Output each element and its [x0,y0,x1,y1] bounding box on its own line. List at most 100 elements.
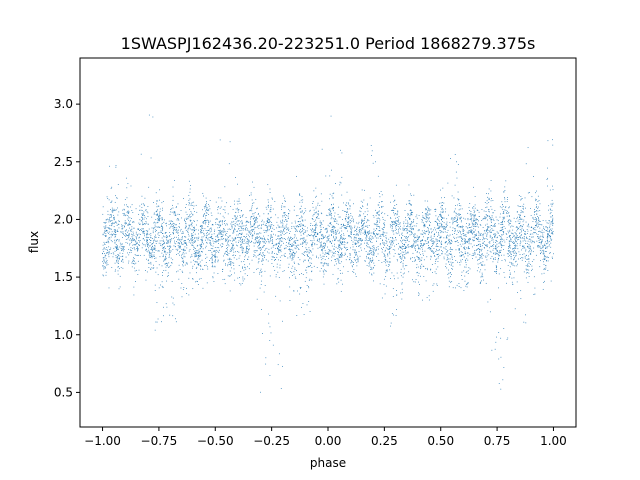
scatter-point [362,205,363,207]
scatter-point [456,284,458,286]
scatter-point [153,247,155,249]
scatter-point [366,242,368,244]
scatter-point [385,272,387,274]
scatter-point [487,301,489,303]
scatter-point [211,224,213,226]
scatter-point [368,231,370,233]
scatter-point [450,242,451,244]
scatter-point [162,233,163,234]
scatter-point [417,251,418,253]
scatter-point [545,247,546,249]
scatter-point [178,234,179,236]
scatter-point [259,273,260,275]
scatter-point [453,211,455,213]
scatter-point [334,233,336,235]
scatter-point [206,201,207,202]
scatter-point [149,252,151,254]
scatter-point [190,224,192,226]
scatter-point [141,207,143,208]
scatter-point [147,244,148,246]
scatter-point [420,246,421,248]
scatter-point [377,217,379,219]
scatter-point [430,268,432,270]
scatter-point [246,237,248,239]
scatter-point [427,269,428,271]
scatter-point [413,235,415,237]
scatter-point [474,215,476,217]
scatter-point [318,238,320,240]
scatter-point [230,261,232,263]
scatter-point [509,235,511,236]
scatter-point [213,281,215,282]
scatter-point [320,244,322,246]
scatter-point [449,253,451,255]
scatter-point [351,261,353,263]
scatter-point [397,277,399,279]
scatter-point [161,218,163,220]
scatter-point [287,228,288,230]
scatter-point [366,242,368,244]
scatter-point [368,257,369,259]
scatter-point [166,235,168,236]
scatter-point [196,238,198,240]
scatter-point [456,177,458,179]
scatter-point [158,219,159,221]
scatter-point [247,242,249,244]
scatter-point [315,236,316,238]
scatter-point [428,232,430,234]
scatter-point [539,238,541,240]
scatter-point [493,253,494,255]
scatter-point [392,238,394,240]
scatter-point [130,206,132,208]
scatter-point [426,256,428,258]
scatter-point [222,236,223,238]
scatter-point [539,266,541,268]
scatter-point [544,268,546,270]
scatter-point [324,253,326,255]
scatter-point [232,221,234,223]
scatter-point [334,227,336,228]
scatter-point [441,212,443,213]
scatter-point [285,219,287,221]
scatter-point [318,257,319,259]
scatter-point [424,223,426,225]
scatter-point [249,263,251,265]
scatter-point [466,271,468,272]
scatter-point [268,322,270,324]
scatter-point [300,243,302,245]
scatter-point [183,253,185,255]
scatter-point [487,229,488,231]
scatter-point [234,272,235,274]
scatter-point [333,226,335,227]
scatter-point [417,266,419,268]
scatter-point [369,232,371,234]
scatter-point [349,208,351,210]
scatter-point [521,234,522,236]
scatter-point [119,257,120,259]
scatter-point [477,259,479,260]
scatter-point [461,240,462,242]
scatter-point [128,235,129,237]
scatter-point [398,220,400,222]
scatter-point [395,220,397,222]
scatter-point [536,213,538,215]
scatter-point [515,252,517,254]
scatter-point [283,248,285,250]
scatter-point [532,233,534,235]
scatter-point [423,217,424,219]
scatter-point [480,234,481,236]
scatter-point [108,287,110,289]
scatter-point [465,240,467,242]
scatter-point [369,272,370,274]
scatter-point [124,225,125,227]
scatter-point [474,252,476,254]
scatter-point [344,210,345,212]
scatter-point [283,242,284,244]
scatter-point [176,227,178,229]
scatter-point [421,219,423,221]
scatter-point [244,278,246,280]
scatter-point [159,220,160,222]
scatter-point [225,239,227,241]
scatter-point [311,231,313,233]
scatter-point [338,206,340,208]
